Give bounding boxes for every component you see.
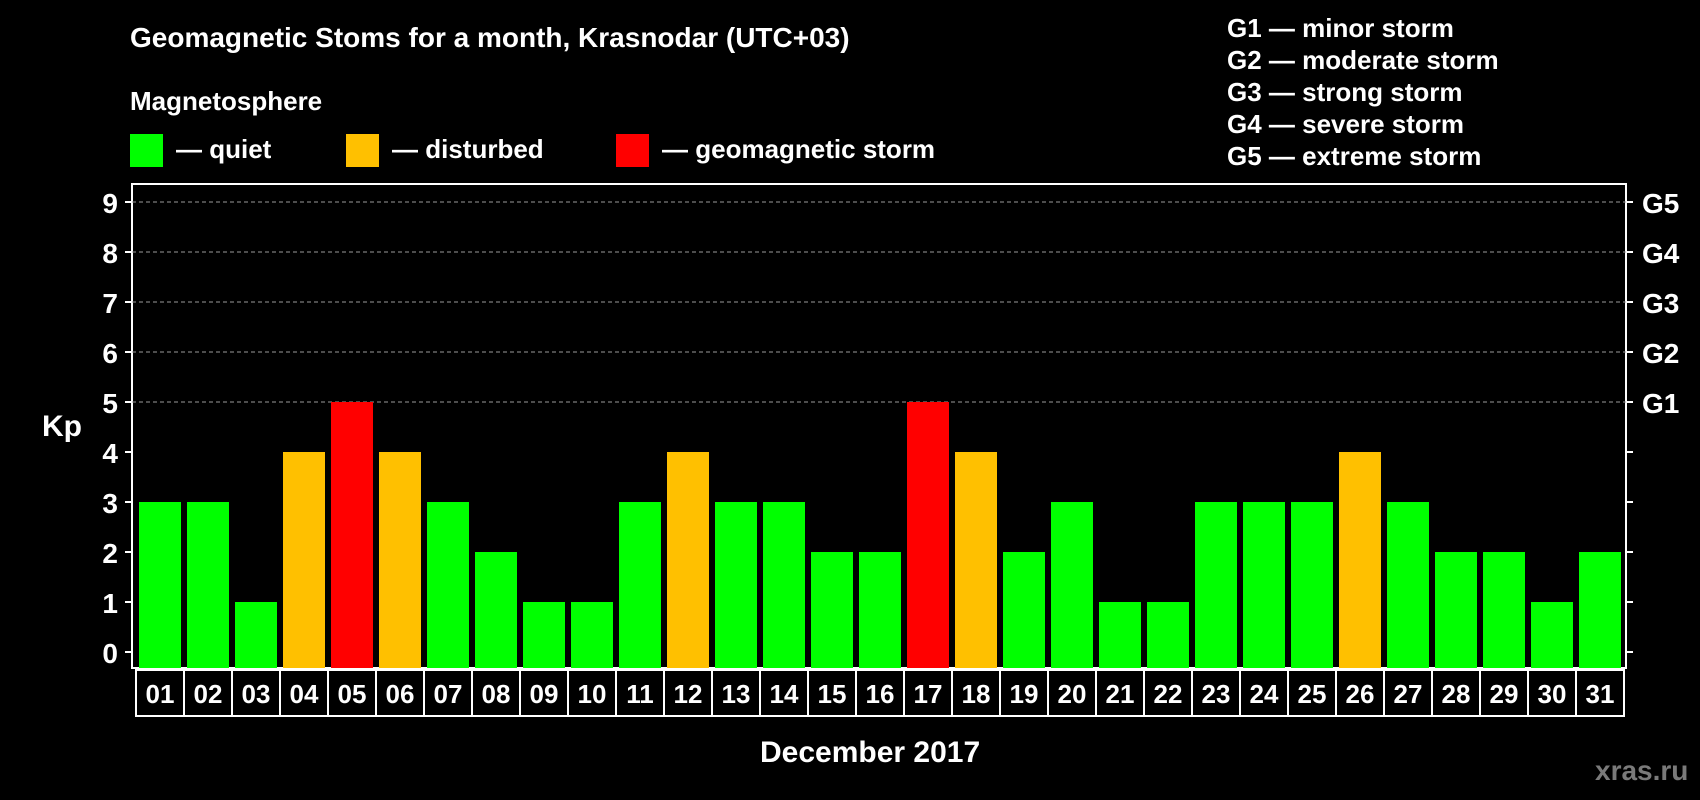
- x-label-strip: [135, 669, 1625, 717]
- y2-tick-label: G5: [1642, 188, 1679, 219]
- bar: [379, 452, 421, 668]
- storm-scale-g2: G2 — moderate storm: [1227, 45, 1499, 75]
- x-tick-label: 31: [1586, 679, 1615, 709]
- storm-scale-g5: G5 — extreme storm: [1227, 141, 1482, 171]
- legend-text-quiet: — quiet: [176, 134, 272, 164]
- bar: [859, 552, 901, 668]
- x-tick-label: 28: [1442, 679, 1471, 709]
- x-tick-label: 25: [1298, 679, 1327, 709]
- bar: [811, 552, 853, 668]
- legend-item-quiet: — quiet: [130, 134, 310, 168]
- x-tick-label: 15: [818, 679, 847, 709]
- legend-text-disturbed: — disturbed: [392, 134, 544, 164]
- storm-scale-list: G1 — minor storm G2 — moderate storm G3 …: [1227, 12, 1499, 172]
- bar: [427, 502, 469, 668]
- legend-swatch-disturbed: [346, 134, 379, 167]
- bar: [907, 402, 949, 668]
- x-tick-label: 20: [1058, 679, 1087, 709]
- bar: [235, 602, 277, 668]
- x-tick-label: 16: [866, 679, 895, 709]
- bar: [667, 452, 709, 668]
- y-tick-label: 3: [102, 488, 118, 519]
- y-tick-label: 6: [102, 338, 118, 369]
- bar: [1051, 502, 1093, 668]
- y2-tick-label: G3: [1642, 288, 1679, 319]
- bar: [1147, 602, 1189, 668]
- x-tick-label: 02: [194, 679, 223, 709]
- x-tick-label: 06: [386, 679, 415, 709]
- y-tick-label: 1: [102, 588, 118, 619]
- x-tick-label: 07: [434, 679, 463, 709]
- bar: [1483, 552, 1525, 668]
- x-tick-label: 13: [722, 679, 751, 709]
- bar: [1435, 552, 1477, 668]
- x-tick-label: 24: [1250, 679, 1279, 709]
- chart-title: Geomagnetic Stoms for a month, Krasnodar…: [130, 22, 850, 53]
- x-tick-label: 26: [1346, 679, 1375, 709]
- x-tick-label: 11: [626, 679, 654, 709]
- magnetosphere-label: Magnetosphere: [130, 86, 323, 116]
- y2-tick-label: G2: [1642, 338, 1679, 369]
- bar: [1195, 502, 1237, 668]
- y-axis-label: Kp: [42, 410, 82, 443]
- legend-swatch-storm: [616, 134, 649, 167]
- x-tick-label: 18: [962, 679, 991, 709]
- x-tick-label: 30: [1538, 679, 1567, 709]
- bar: [1579, 552, 1621, 668]
- bar: [475, 552, 517, 668]
- x-tick-label: 08: [482, 679, 511, 709]
- x-tick-label: 09: [530, 679, 559, 709]
- bar: [139, 502, 181, 668]
- bar: [187, 502, 229, 668]
- x-axis-label: December 2017: [760, 736, 981, 769]
- bar: [1099, 602, 1141, 668]
- storm-scale-g4: G4 — severe storm: [1227, 109, 1465, 139]
- bar: [1291, 502, 1333, 668]
- storm-scale-g3: G3 — strong storm: [1227, 77, 1463, 107]
- y-tick-label: 8: [102, 238, 118, 269]
- bar: [955, 452, 997, 668]
- x-tick-label: 29: [1490, 679, 1519, 709]
- y-tick-label: 9: [102, 188, 118, 219]
- x-tick-label: 01: [146, 679, 175, 709]
- y-tick-label: 7: [102, 288, 118, 319]
- x-tick-label: 19: [1010, 679, 1039, 709]
- x-tick-label: 14: [770, 679, 799, 709]
- bar: [523, 602, 565, 668]
- bar: [763, 502, 805, 668]
- bar: [619, 502, 661, 668]
- legend-item-disturbed: — disturbed: [346, 134, 566, 168]
- bar: [1003, 552, 1045, 668]
- y2-tick-label: G1: [1642, 388, 1679, 419]
- x-tick-label: 23: [1202, 679, 1231, 709]
- bar: [1387, 502, 1429, 668]
- x-tick-label: 03: [242, 679, 271, 709]
- bar: [331, 402, 373, 668]
- x-tick-label: 12: [674, 679, 703, 709]
- bar: [1243, 502, 1285, 668]
- x-tick-label: 17: [914, 679, 943, 709]
- x-tick-label: 22: [1154, 679, 1183, 709]
- legend-text-storm: — geomagnetic storm: [662, 134, 936, 164]
- y2-tick-label: G4: [1642, 238, 1680, 269]
- watermark: xras.ru: [1595, 755, 1689, 786]
- y-tick-label: 5: [102, 388, 118, 419]
- storm-scale-g1: G1 — minor storm: [1227, 13, 1454, 43]
- y-tick-label: 4: [102, 438, 118, 469]
- legend-swatch-quiet: [130, 134, 163, 167]
- legend-item-storm: — geomagnetic storm: [616, 134, 956, 168]
- x-tick-label: 04: [290, 679, 319, 709]
- x-tick-label: 05: [338, 679, 367, 709]
- bar: [283, 452, 325, 668]
- bar: [1339, 452, 1381, 668]
- y-tick-label: 0: [102, 638, 118, 669]
- bar: [571, 602, 613, 668]
- x-tick-label: 10: [578, 679, 607, 709]
- x-tick-label: 27: [1394, 679, 1423, 709]
- y-tick-label: 2: [102, 538, 118, 569]
- bar: [715, 502, 757, 668]
- bar: [1531, 602, 1573, 668]
- x-tick-label: 21: [1106, 679, 1135, 709]
